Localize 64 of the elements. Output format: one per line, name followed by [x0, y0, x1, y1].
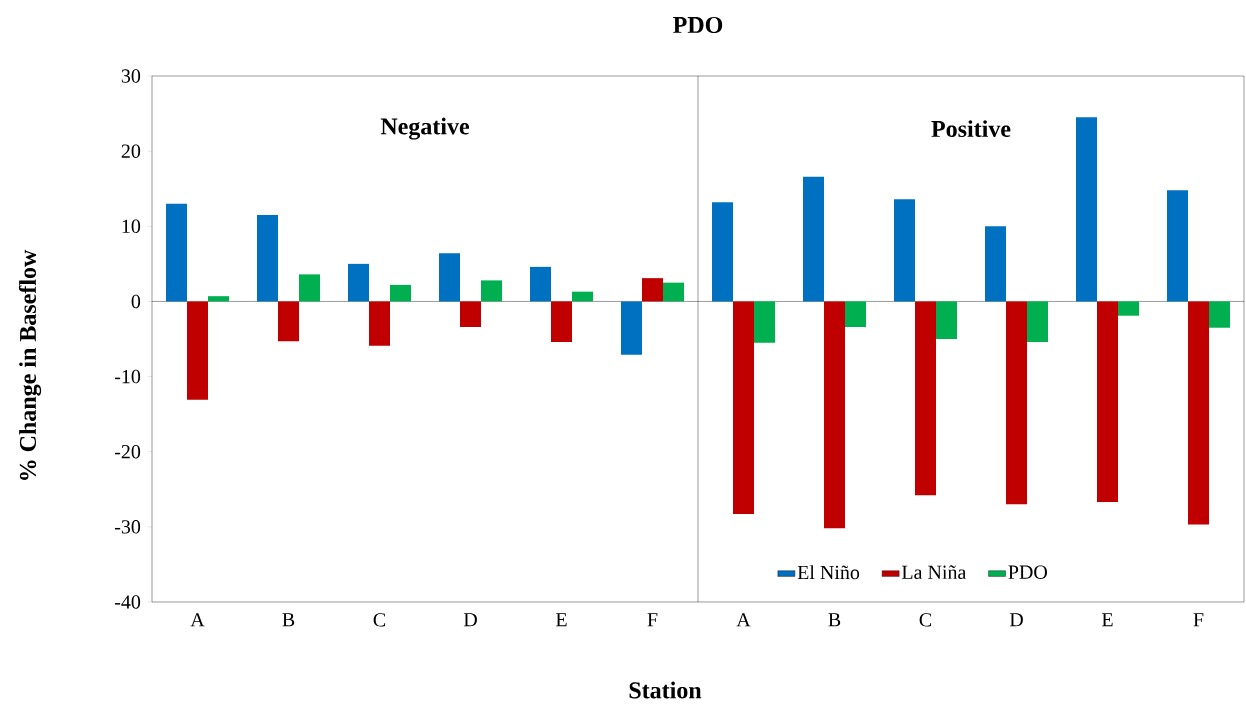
bar [481, 280, 502, 302]
bar [187, 301, 209, 400]
y-tick-label: 10 [122, 219, 141, 234]
bar [1118, 301, 1139, 316]
chart-title: PDO [673, 16, 723, 34]
x-tick-label: B [828, 613, 841, 627]
bar [299, 274, 321, 302]
legend-label: El Niño [797, 565, 860, 580]
bar [936, 301, 957, 339]
bar [754, 301, 775, 343]
bar [985, 226, 1006, 302]
x-tick-label: F [1193, 613, 1204, 627]
legend-label: PDO [1008, 565, 1047, 579]
bar [208, 296, 230, 302]
bar [1209, 301, 1230, 328]
bar [845, 301, 866, 327]
x-tick-label: E [555, 613, 567, 627]
bar [1188, 301, 1209, 525]
x-tick-label: D [1009, 613, 1023, 627]
bar [621, 301, 642, 355]
y-tick-label: -30 [114, 520, 141, 534]
annotation: Negative [380, 117, 470, 140]
y-tick-label: 0 [131, 294, 141, 309]
bar [712, 202, 733, 302]
bar [733, 301, 754, 515]
bar [803, 176, 824, 302]
bar [166, 203, 188, 302]
bar [460, 301, 481, 327]
bar [1006, 301, 1027, 505]
x-tick-label: C [373, 613, 386, 627]
x-tick-label: A [190, 613, 205, 627]
x-tick-label: C [919, 613, 932, 627]
x-axis-title: Station [629, 681, 702, 699]
bar [1097, 301, 1118, 503]
bar [348, 263, 370, 302]
x-tick-label: D [463, 613, 477, 627]
bar [257, 215, 279, 302]
bar [1076, 117, 1097, 302]
y-tick-label: -10 [114, 369, 141, 384]
annotation: Positive [931, 120, 1011, 138]
bar [663, 282, 684, 302]
legend-label: La Niña [901, 565, 967, 580]
bar [278, 301, 300, 342]
y-axis-title: % Change in Baseflow [18, 249, 42, 480]
y-tick-label: -20 [114, 444, 141, 459]
bar [369, 301, 391, 346]
bar [915, 301, 936, 496]
x-tick-label: F [647, 613, 658, 627]
bar [1167, 190, 1188, 302]
y-tick-label: 30 [121, 69, 141, 83]
bar [530, 266, 551, 302]
bar [551, 301, 572, 343]
bar [390, 284, 412, 302]
x-tick-label: A [736, 613, 751, 627]
x-tick-label: B [282, 613, 295, 627]
y-tick-label: 20 [121, 144, 141, 158]
y-tick-label: -40 [114, 595, 141, 609]
bar [824, 301, 845, 529]
bar [642, 278, 663, 302]
bar [572, 291, 593, 302]
bar [894, 199, 915, 302]
bar [1027, 301, 1048, 343]
x-tick-label: E [1101, 613, 1113, 627]
bar [439, 253, 461, 302]
